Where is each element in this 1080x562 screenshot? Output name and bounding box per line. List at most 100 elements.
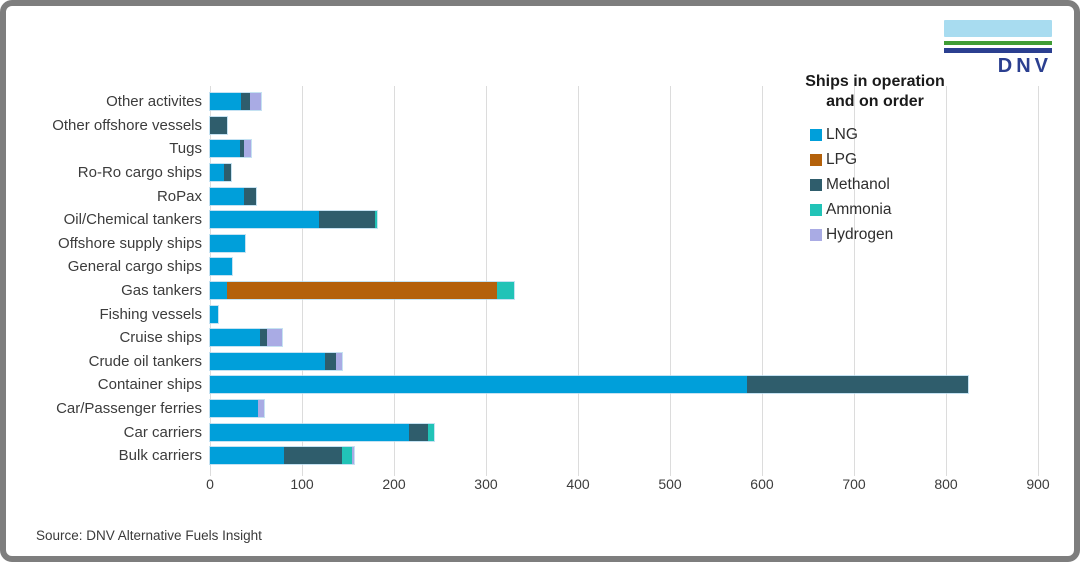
bar-row: Gas tankers — [16, 279, 1038, 303]
bar-segment-methanol — [325, 352, 337, 370]
stacked-bar — [210, 376, 969, 394]
gridlines — [210, 86, 1039, 476]
bar-track — [210, 140, 1038, 158]
category-label: Other activites — [106, 93, 202, 111]
x-tick-label: 600 — [750, 475, 774, 492]
stacked-bar — [210, 187, 256, 205]
x-tick-label: 300 — [474, 475, 498, 492]
bar-segment-lng — [210, 258, 233, 276]
dnv-logo: DNV — [944, 20, 1052, 78]
bar-segment-lng — [210, 329, 260, 347]
bar-segment-methanol — [283, 447, 342, 465]
category-label: Car/Passenger ferries — [56, 400, 202, 418]
bar-track — [210, 329, 1038, 347]
stacked-bar-chart: Other activites Other offshore vessels Tug… — [16, 86, 1050, 498]
bar-segment-lng — [210, 187, 245, 205]
gridline-400 — [578, 86, 579, 476]
legend-swatch-icon — [810, 154, 822, 166]
gridline-300 — [485, 86, 487, 476]
bar-track — [210, 423, 1038, 441]
category-label: Cruise ships — [119, 329, 202, 347]
bar-segment-lpg — [227, 282, 498, 300]
bar-segment-ammonia — [341, 447, 352, 465]
bar-segment-lng — [210, 93, 242, 111]
bar-row: Oil/Chemical tankers — [16, 208, 1038, 232]
bar-row: Car/Passenger ferries — [16, 397, 1038, 421]
bar-track — [210, 258, 1038, 276]
bar-segment-methanol — [259, 329, 268, 347]
bar-segment-hydrogen — [351, 447, 355, 465]
bar-track — [210, 305, 1038, 323]
bar-segment-lng — [210, 400, 258, 418]
category-label: Other offshore vessels — [52, 116, 202, 134]
legend-swatch-icon — [810, 204, 822, 216]
category-label: Container ships — [97, 376, 202, 394]
x-tick-label: 700 — [842, 475, 866, 492]
stacked-bar — [210, 305, 219, 323]
x-tick-label: 200 — [382, 475, 406, 492]
bar-segment-methanol — [408, 423, 429, 441]
gridline-900 — [1038, 86, 1039, 476]
bar-segment-lng — [210, 305, 219, 323]
category-label: Ro-Ro cargo ships — [77, 164, 202, 182]
bar-segment-hydrogen — [244, 140, 252, 158]
bar-track — [210, 282, 1038, 300]
category-label: Bulk carriers — [118, 447, 202, 465]
bar-row: Other offshore vessels — [16, 114, 1038, 138]
category-label: Gas tankers — [121, 282, 202, 300]
x-axis-ticks: 0 100 200 300 400 500 600 700 800 900 — [206, 475, 1050, 498]
bar-segment-hydrogen — [257, 400, 265, 418]
bar-segment-lng — [210, 352, 325, 370]
bar-segment-ammonia — [428, 423, 434, 441]
category-label: Oil/Chemical tankers — [63, 211, 202, 229]
stacked-bar — [210, 258, 233, 276]
bar-segment-lng — [210, 376, 748, 394]
x-tick-label: 400 — [566, 475, 590, 492]
stacked-bar — [210, 93, 262, 111]
bar-track — [210, 116, 1038, 134]
bar-segment-methanol — [318, 211, 375, 229]
bar-row: Car carriers — [16, 420, 1038, 444]
bar-segment-lng — [210, 211, 319, 229]
bar-segment-methanol — [747, 376, 969, 394]
bar-segment-lng — [210, 282, 228, 300]
legend-item-lpg: LPG — [810, 151, 984, 169]
legend: Ships in operation and on order LNG LPG Me… — [766, 72, 984, 251]
bar-segment-lng — [210, 164, 224, 182]
bar-track — [210, 376, 1038, 394]
bar-track — [210, 447, 1038, 465]
dnv-logo-blue-bar — [944, 48, 1052, 53]
bar-segment-lng — [210, 140, 241, 158]
gridline-200 — [394, 86, 395, 476]
gridline-800 — [946, 86, 947, 476]
legend-label: Ammonia — [826, 201, 892, 218]
bar-segment-lng — [210, 423, 409, 441]
bar-segment-ammonia — [497, 282, 514, 300]
bar-row: Container ships — [16, 373, 1038, 397]
category-label: Tugs — [169, 140, 202, 158]
dnv-logo-sky-bar — [944, 20, 1052, 37]
bar-segment-methanol — [241, 93, 250, 111]
legend-label: LPG — [826, 151, 858, 168]
bar-rows: Other activites Other offshore vessels Tug… — [16, 90, 1038, 468]
bar-row: Cruise ships — [16, 326, 1038, 350]
bar-row: Ro-Ro cargo ships — [16, 161, 1038, 185]
legend-item-hydrogen: Hydrogen — [810, 226, 984, 244]
legend-label: Methanol — [826, 176, 890, 193]
bar-segment-ammonia — [374, 211, 378, 229]
bar-segment-methanol — [240, 140, 245, 158]
stacked-bar — [210, 329, 282, 347]
bar-track — [210, 93, 1038, 111]
bar-track — [210, 400, 1038, 418]
gridline-700 — [854, 86, 855, 476]
source-note: Source: DNV Alternative Fuels Insight — [36, 528, 262, 543]
bar-row: Other activites — [16, 90, 1038, 114]
category-label: General cargo ships — [67, 258, 202, 276]
bar-track — [210, 187, 1038, 205]
x-tick-label: 100 — [290, 475, 314, 492]
legend-swatch-icon — [810, 129, 822, 141]
legend-item-methanol: Methanol — [810, 176, 984, 194]
bar-track — [210, 164, 1038, 182]
bar-row: Tugs — [16, 137, 1038, 161]
legend-items: LNG LPG Methanol Ammonia Hydrogen — [766, 126, 984, 244]
